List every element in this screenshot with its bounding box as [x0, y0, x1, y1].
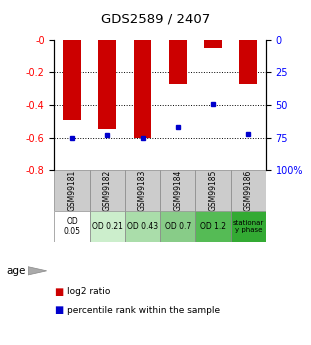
- Bar: [63, 40, 81, 120]
- Bar: [54, 170, 90, 211]
- Bar: [169, 40, 187, 84]
- Text: log2 ratio: log2 ratio: [67, 287, 110, 296]
- Bar: [90, 211, 125, 241]
- Text: GSM99181: GSM99181: [67, 170, 77, 211]
- Bar: [134, 40, 151, 138]
- Text: GSM99184: GSM99184: [173, 170, 182, 211]
- Bar: [54, 211, 90, 241]
- Polygon shape: [28, 267, 47, 275]
- Text: OD 0.21: OD 0.21: [92, 222, 123, 231]
- Bar: [99, 40, 116, 129]
- Bar: [231, 211, 266, 241]
- Bar: [204, 40, 222, 48]
- Text: GDS2589 / 2407: GDS2589 / 2407: [101, 13, 210, 26]
- Bar: [90, 170, 125, 211]
- Bar: [125, 170, 160, 211]
- Text: percentile rank within the sample: percentile rank within the sample: [67, 306, 220, 315]
- Text: GSM99183: GSM99183: [138, 170, 147, 211]
- Text: OD 0.43: OD 0.43: [127, 222, 158, 231]
- Bar: [239, 40, 257, 84]
- Text: OD
0.05: OD 0.05: [63, 217, 81, 236]
- Text: OD 0.7: OD 0.7: [165, 222, 191, 231]
- Text: OD 1.2: OD 1.2: [200, 222, 226, 231]
- Text: stationar
y phase: stationar y phase: [233, 220, 264, 233]
- Bar: [125, 211, 160, 241]
- Bar: [195, 170, 231, 211]
- Text: age: age: [6, 266, 26, 276]
- Bar: [195, 211, 231, 241]
- Text: GSM99185: GSM99185: [209, 170, 217, 211]
- Bar: [160, 170, 195, 211]
- Text: ■: ■: [54, 287, 64, 296]
- Text: GSM99182: GSM99182: [103, 170, 112, 211]
- Text: GSM99186: GSM99186: [244, 170, 253, 211]
- Text: ■: ■: [54, 306, 64, 315]
- Bar: [231, 170, 266, 211]
- Bar: [160, 211, 195, 241]
